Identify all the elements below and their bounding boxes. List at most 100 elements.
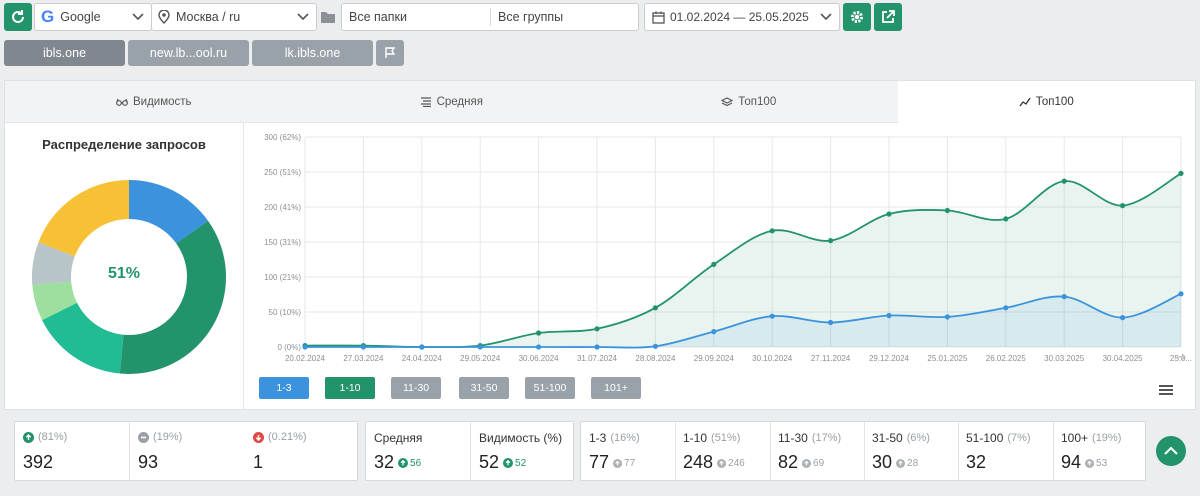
date-range-picker[interactable]: 01.02.2024 — 25.05.2025: [644, 3, 840, 31]
data-point-1-10[interactable]: [1120, 203, 1126, 209]
filter-button-1-3[interactable]: 1-3: [259, 377, 309, 399]
stat-range-delta: 28: [896, 458, 918, 469]
donut-slice-1-10[interactable]: [119, 220, 227, 374]
data-point-1-10[interactable]: [1178, 170, 1184, 176]
y-tick-label: 300 (62%): [264, 133, 301, 142]
data-point-1-3[interactable]: [1178, 291, 1184, 297]
data-point-1-3[interactable]: [536, 344, 542, 350]
data-point-1-3[interactable]: [1061, 294, 1067, 300]
data-point-1-10[interactable]: [652, 305, 658, 311]
domain-tab-2[interactable]: lk.ibls.one: [252, 40, 373, 66]
data-point-1-3[interactable]: [360, 344, 366, 350]
divider: [770, 422, 771, 480]
data-point-1-10[interactable]: [769, 228, 775, 234]
scroll-right-icon[interactable]: [1177, 353, 1186, 361]
filter-button-11-30[interactable]: 11-30: [391, 377, 441, 399]
x-tick-label: 30.03.2025: [1044, 354, 1085, 363]
line-chart-icon: [1019, 97, 1031, 106]
tab-average[interactable]: Средняя: [302, 81, 600, 123]
stat-average: Средняя 32 56: [366, 422, 470, 480]
domain-tab-0[interactable]: ibls.one: [4, 40, 125, 66]
menu-icon[interactable]: [1159, 384, 1173, 396]
stat-up: (81%) 392: [15, 422, 129, 480]
filter-button-1-10[interactable]: 1-10: [325, 377, 375, 399]
region-select[interactable]: Москва / ru: [151, 3, 317, 31]
y-tick-label: 250 (51%): [264, 168, 301, 177]
scroll-top-button[interactable]: [1156, 436, 1186, 466]
donut-slice-1-3[interactable]: [129, 180, 209, 244]
data-point-1-3[interactable]: [769, 313, 775, 319]
data-point-1-3[interactable]: [477, 344, 483, 350]
arrow-up-circle-icon: [896, 459, 906, 468]
stat-range-value: 77: [589, 452, 610, 472]
data-point-1-3[interactable]: [652, 343, 658, 349]
data-point-1-10[interactable]: [1003, 216, 1009, 222]
x-tick-label: 30.10.2024: [752, 354, 793, 363]
donut-slice-31-50[interactable]: [32, 281, 78, 321]
folders-value[interactable]: Все папки: [349, 10, 407, 24]
data-point-1-3[interactable]: [886, 312, 892, 319]
x-tick-label: 25.01.2025: [927, 354, 968, 363]
tab-visibility[interactable]: Видимость: [5, 81, 303, 123]
x-tick-label: 26.02.2025: [986, 354, 1027, 363]
export-button[interactable]: [874, 3, 902, 31]
stat-range-title: 11-30: [778, 431, 808, 445]
data-point-1-3[interactable]: [944, 314, 951, 320]
stat-range-title: 31-50: [872, 431, 903, 445]
add-domain-button[interactable]: [376, 40, 404, 66]
calendar-icon: [652, 11, 665, 24]
data-point-1-3[interactable]: [302, 344, 308, 350]
tab-top100-stack[interactable]: Топ100: [600, 81, 898, 123]
main-panel: Видимость Средняя Топ100 Топ100 Распреде…: [4, 80, 1196, 410]
data-point-1-10[interactable]: [944, 207, 951, 214]
folders-groups-select[interactable]: Все папки Все группы: [341, 3, 639, 31]
stat-range-1-10: 1-10 (51%) 248 246: [675, 422, 769, 480]
data-point-1-10[interactable]: [594, 326, 600, 332]
tab-top100-chart[interactable]: Топ100: [897, 81, 1195, 123]
search-engine-select[interactable]: G Google: [34, 3, 152, 31]
data-point-1-10[interactable]: [1061, 178, 1067, 184]
donut-slice-101+[interactable]: [38, 180, 129, 257]
filter-button-31-50[interactable]: 31-50: [459, 377, 509, 399]
stat-down-value: 1: [253, 452, 264, 472]
data-point-1-3[interactable]: [711, 329, 717, 335]
refresh-button[interactable]: [4, 3, 32, 31]
data-point-1-3[interactable]: [1003, 305, 1009, 311]
stat-average-value: 32: [374, 452, 395, 472]
arrow-up-circle-icon: [398, 458, 409, 468]
donut-slice-51-100[interactable]: [31, 242, 75, 285]
stat-range-31-50: 31-50 (6%) 30 28: [864, 422, 958, 480]
stat-range-label: 31-50 (6%): [872, 431, 930, 445]
stat-range-delta-value: 28: [907, 458, 919, 469]
filter-button-51-100[interactable]: 51-100: [525, 377, 575, 399]
domain-tab-1[interactable]: new.lb...ool.ru: [128, 40, 249, 66]
chevron-down-icon: [297, 13, 309, 21]
data-point-1-10[interactable]: [828, 238, 834, 244]
stat-range-row: 94 53: [1061, 452, 1107, 473]
data-point-1-10[interactable]: [536, 330, 542, 336]
stat-average-delta-value: 56: [410, 457, 422, 469]
stat-range-label: 100+ (19%): [1061, 431, 1121, 445]
groups-value[interactable]: Все группы: [498, 10, 564, 24]
movement-stats-card: (81%) 392 (19%) 93 (0.21%) 1: [14, 421, 358, 481]
data-point-1-3[interactable]: [828, 319, 834, 326]
data-point-1-10[interactable]: [711, 261, 717, 267]
data-point-1-3[interactable]: [419, 344, 425, 350]
stat-range-value: 32: [966, 452, 987, 472]
arrow-up-circle-icon: [503, 458, 514, 468]
data-point-1-10[interactable]: [886, 211, 892, 217]
filter-button-101+[interactable]: 101+: [591, 377, 641, 399]
stat-range-delta: 246: [717, 458, 745, 469]
donut-slice-11-30[interactable]: [42, 302, 124, 374]
stat-range-value: 30: [872, 452, 893, 472]
stat-range-row: 30 28: [872, 452, 918, 473]
stat-range-51-100: 51-100 (7%) 32: [958, 422, 1052, 480]
settings-button[interactable]: [843, 3, 871, 31]
refresh-icon: [12, 10, 24, 23]
data-point-1-3[interactable]: [594, 344, 600, 350]
stat-range-delta: 69: [802, 458, 824, 469]
stat-visibility-label: Видимость (%): [479, 431, 562, 445]
stat-visibility-title: Видимость (%): [479, 431, 563, 445]
stat-range-11-30: 11-30 (17%) 82 69: [770, 422, 864, 480]
data-point-1-3[interactable]: [1120, 315, 1126, 321]
